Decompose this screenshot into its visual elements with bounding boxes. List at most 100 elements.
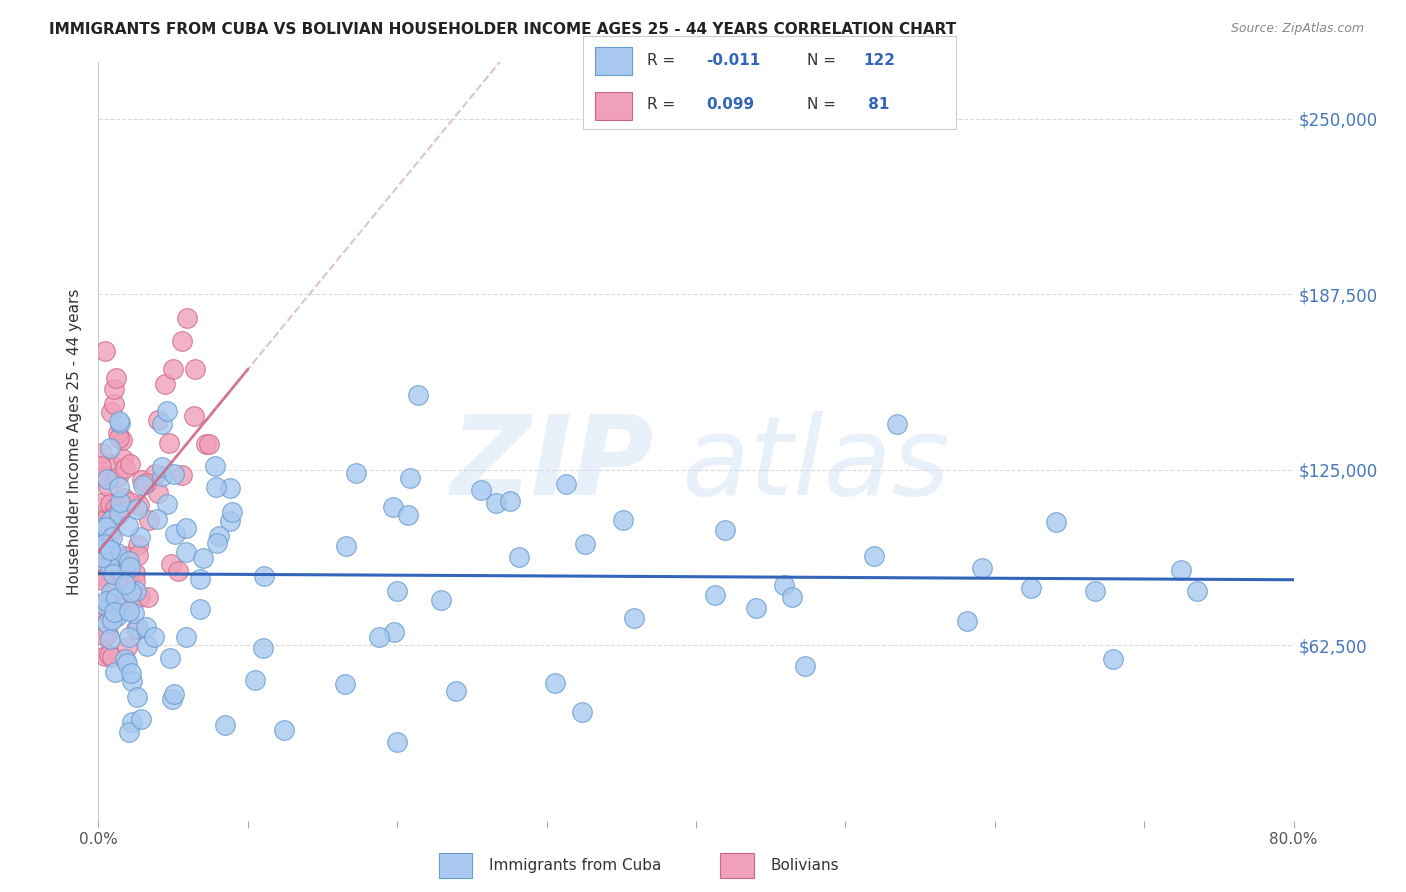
Text: Bolivians: Bolivians: [770, 858, 839, 872]
Point: [188, 601, 211, 615]
Point: [1187, 583, 1209, 598]
Text: 0.099: 0.099: [706, 96, 755, 112]
Point: [98, 558, 121, 573]
Point: [103, 382, 125, 396]
Point: [93, 570, 115, 584]
Point: [118, 631, 141, 645]
Point: [142, 630, 165, 644]
Point: [204, 458, 226, 473]
Point: [794, 659, 817, 673]
Point: [253, 569, 276, 583]
Point: [499, 494, 522, 508]
Point: [91, 520, 114, 534]
Point: [121, 673, 143, 688]
Point: [96, 511, 118, 525]
FancyBboxPatch shape: [595, 47, 631, 75]
Point: [129, 712, 152, 726]
Text: ZIP: ZIP: [451, 411, 654, 517]
Point: [150, 417, 173, 431]
Point: [91, 535, 114, 549]
Point: [382, 500, 405, 515]
Point: [94, 594, 117, 608]
Point: [170, 334, 193, 349]
Point: [101, 599, 124, 614]
Point: [162, 362, 184, 376]
Point: [90, 546, 112, 560]
Point: [367, 630, 389, 644]
Point: [174, 521, 197, 535]
Point: [612, 513, 634, 527]
Point: [98, 611, 121, 625]
Point: [124, 566, 146, 581]
Point: [198, 437, 221, 451]
Point: [96, 502, 118, 516]
Point: [97, 592, 120, 607]
Point: [98, 543, 121, 558]
Point: [194, 437, 217, 451]
Point: [118, 725, 141, 739]
Text: N =: N =: [807, 54, 841, 69]
Point: [103, 397, 125, 411]
FancyBboxPatch shape: [595, 92, 631, 120]
Point: [138, 513, 160, 527]
Point: [176, 630, 198, 644]
Point: [110, 417, 132, 431]
Point: [120, 584, 142, 599]
Point: [98, 527, 121, 541]
Point: [184, 362, 207, 376]
Point: [128, 498, 150, 512]
Point: [1045, 515, 1067, 529]
Point: [150, 469, 173, 483]
Point: [103, 501, 125, 516]
Point: [124, 574, 146, 588]
Point: [574, 537, 596, 551]
Point: [115, 640, 138, 654]
Point: [1102, 652, 1125, 666]
Point: [108, 414, 131, 428]
Point: [163, 526, 186, 541]
Point: [97, 534, 120, 549]
Point: [163, 467, 186, 482]
Point: [344, 466, 367, 480]
Point: [118, 457, 141, 471]
Point: [114, 652, 136, 666]
Point: [110, 433, 132, 447]
Point: [470, 483, 492, 498]
Point: [104, 591, 127, 606]
Point: [132, 478, 155, 492]
Text: atlas: atlas: [681, 411, 950, 517]
Point: [398, 508, 420, 523]
Point: [112, 491, 135, 505]
Point: [118, 495, 141, 509]
Point: [93, 469, 115, 483]
Point: [170, 467, 193, 482]
Text: -0.011: -0.011: [706, 54, 761, 69]
Point: [208, 529, 231, 543]
Point: [382, 625, 405, 640]
Point: [136, 590, 159, 604]
Point: [90, 446, 112, 460]
Point: [93, 541, 115, 555]
Point: [146, 512, 169, 526]
Point: [91, 543, 114, 558]
Point: [107, 425, 129, 440]
Point: [124, 584, 146, 599]
Point: [90, 458, 112, 473]
Point: [156, 404, 179, 418]
Point: [508, 550, 530, 565]
Point: [98, 458, 121, 472]
Text: Source: ZipAtlas.com: Source: ZipAtlas.com: [1230, 22, 1364, 36]
Point: [188, 572, 211, 586]
Point: [98, 632, 121, 647]
Point: [205, 536, 228, 550]
Point: [104, 548, 127, 562]
Point: [115, 601, 138, 615]
Point: [94, 343, 117, 358]
Point: [157, 435, 180, 450]
Point: [385, 583, 408, 598]
Point: [111, 451, 134, 466]
Point: [131, 473, 153, 487]
Point: [128, 530, 150, 544]
Text: IMMIGRANTS FROM CUBA VS BOLIVIAN HOUSEHOLDER INCOME AGES 25 - 44 YEARS CORRELATI: IMMIGRANTS FROM CUBA VS BOLIVIAN HOUSEHO…: [49, 22, 956, 37]
Point: [118, 553, 141, 567]
